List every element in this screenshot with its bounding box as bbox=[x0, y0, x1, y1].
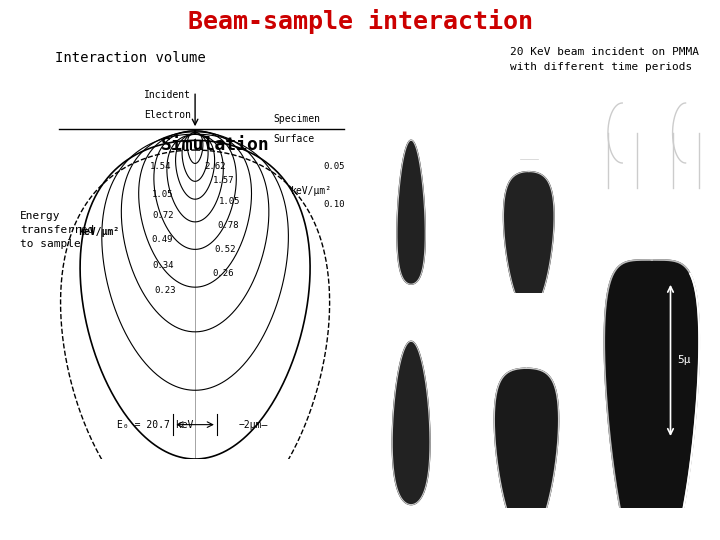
Text: 5µ: 5µ bbox=[677, 355, 690, 366]
Text: a: a bbox=[662, 101, 668, 111]
Text: 1.57: 1.57 bbox=[213, 176, 235, 185]
Text: 0.10: 0.10 bbox=[323, 200, 345, 209]
Text: 0.49: 0.49 bbox=[151, 234, 173, 244]
Text: 0.78: 0.78 bbox=[217, 221, 239, 230]
Text: 1.05: 1.05 bbox=[219, 197, 240, 206]
Text: 0.05: 0.05 bbox=[323, 163, 345, 171]
Text: E₀ = 20.7 keV: E₀ = 20.7 keV bbox=[117, 420, 194, 430]
Polygon shape bbox=[494, 368, 559, 540]
Text: Surface: Surface bbox=[273, 134, 315, 144]
Text: b: b bbox=[597, 101, 603, 111]
Text: 0.52: 0.52 bbox=[215, 245, 236, 254]
Text: with different time periods: with different time periods bbox=[510, 62, 692, 72]
Polygon shape bbox=[397, 140, 426, 284]
Text: e: e bbox=[365, 310, 371, 320]
Text: 0.26: 0.26 bbox=[212, 269, 234, 278]
Text: Electron: Electron bbox=[144, 110, 191, 120]
Text: Incident: Incident bbox=[144, 90, 191, 100]
Text: 1.54: 1.54 bbox=[150, 163, 171, 171]
Text: Simulation: Simulation bbox=[161, 136, 269, 154]
Text: 1.05: 1.05 bbox=[152, 190, 174, 199]
Polygon shape bbox=[503, 172, 554, 312]
Text: 0.34: 0.34 bbox=[152, 261, 174, 269]
Polygon shape bbox=[604, 260, 699, 540]
Text: 20 KeV beam incident on PMMA: 20 KeV beam incident on PMMA bbox=[510, 47, 699, 57]
Text: g: g bbox=[600, 219, 606, 229]
Text: −2μm—: −2μm— bbox=[238, 420, 268, 430]
Polygon shape bbox=[392, 341, 430, 505]
Text: Energy
transferred
to sample: Energy transferred to sample bbox=[20, 211, 94, 249]
Text: Interaction volume: Interaction volume bbox=[55, 51, 205, 65]
Text: 2.62: 2.62 bbox=[204, 163, 226, 171]
Text: 0.23: 0.23 bbox=[154, 286, 176, 295]
Text: Beam-sample interaction: Beam-sample interaction bbox=[187, 10, 533, 35]
Text: f: f bbox=[484, 310, 490, 320]
Text: d: d bbox=[365, 109, 371, 119]
Text: 0.72: 0.72 bbox=[152, 211, 174, 220]
Text: Specimen: Specimen bbox=[273, 113, 320, 124]
Text: keV/µm²: keV/µm² bbox=[78, 227, 119, 237]
Text: c: c bbox=[484, 109, 490, 119]
Text: keV/µm²: keV/µm² bbox=[291, 186, 332, 196]
